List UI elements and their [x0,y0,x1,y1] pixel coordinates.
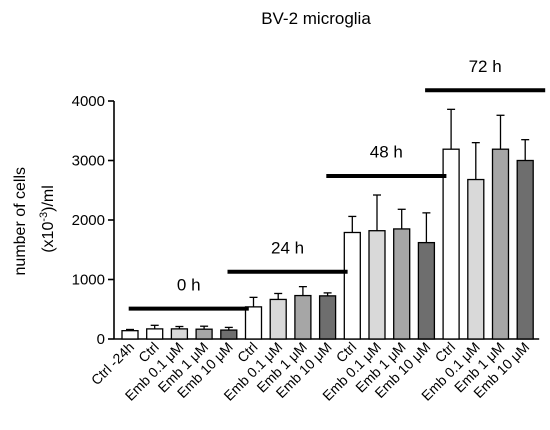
y-axis-label-post: )/ml [40,185,57,212]
y-tick-label: 2000 [72,212,105,229]
y-tick-label: 0 [97,331,105,348]
group-label: 48 h [370,143,403,162]
bar [516,159,534,340]
bar [146,328,164,340]
y-tick-label: 1000 [72,272,105,289]
bar [294,294,312,340]
bar [417,241,436,340]
x-tick-label: Ctrl -24h [88,339,137,388]
group-label: 24 h [271,238,304,257]
group-label: 0 h [177,275,201,294]
bar [467,178,485,340]
bar [220,329,238,340]
bar [491,148,510,340]
bar [343,231,361,340]
bar [393,228,411,340]
bar [121,330,139,340]
bar [244,306,263,340]
bar [318,295,337,340]
y-axis-label-pre: (x10 [40,222,57,253]
y-tick-label: 4000 [72,93,105,110]
y-axis-label: number of cells (x10-3)/ml [12,163,57,276]
y-axis-label-sup: -3 [38,212,50,222]
y-axis-label-line1: number of cells [12,167,29,276]
y-axis-label-line2: (x10-3)/ml [38,185,57,253]
bar [195,328,213,340]
chart-title: BV-2 microglia [261,9,371,28]
y-tick-label: 3000 [72,153,105,170]
bar [170,328,189,340]
bar [368,230,386,340]
bar [269,298,287,340]
group-label: 72 h [469,57,502,76]
